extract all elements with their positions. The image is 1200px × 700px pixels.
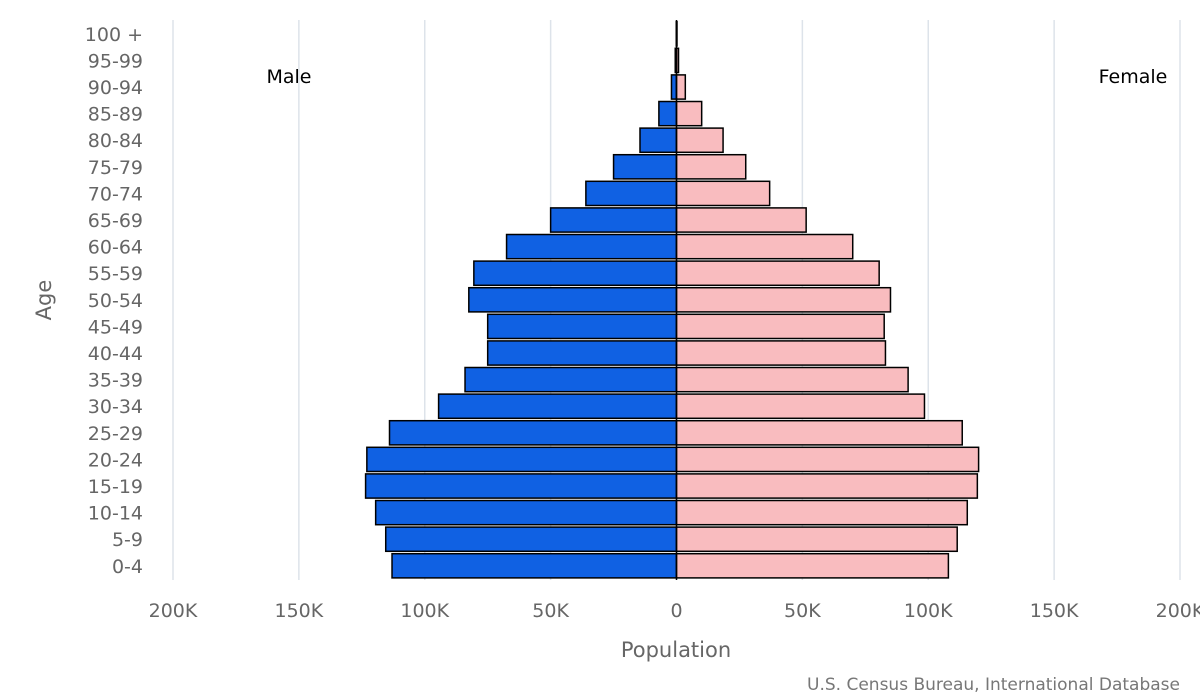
x-tick-label: 100K: [400, 600, 449, 622]
male-bar: [486, 340, 678, 366]
female-bar: [675, 180, 771, 207]
bars: [364, 20, 980, 580]
x-axis-tick-labels: 200K 150K 100K 50K 0 50K 100K 150K 200K: [149, 600, 1200, 622]
male-bar: [391, 552, 678, 579]
x-tick-label: 200K: [1156, 600, 1200, 622]
female-bar: [675, 526, 958, 553]
x-tick-label: 100K: [904, 600, 953, 622]
age-group-label: 30-34: [88, 396, 143, 418]
age-group-label: 0-4: [112, 556, 143, 578]
male-bar: [612, 153, 678, 180]
female-bar: [675, 340, 887, 366]
male-bar: [366, 446, 678, 473]
male-bar: [486, 313, 678, 340]
age-group-labels: 100 + 95-99 90-94 85-89 80-84 75-79 70-74 65-69…: [85, 24, 143, 578]
male-bar: [384, 526, 678, 553]
female-bar: [675, 446, 980, 473]
female-bar: [675, 127, 724, 154]
age-group-label: 60-64: [88, 237, 143, 259]
male-bar: [468, 286, 678, 313]
source-credit: U.S. Census Bureau, International Databa…: [807, 675, 1180, 695]
female-bar: [675, 153, 747, 180]
age-group-label: 85-89: [88, 104, 143, 126]
male-bar: [549, 207, 678, 233]
male-bar: [639, 127, 678, 154]
age-group-label: 10-14: [88, 503, 143, 525]
age-group-label: 95-99: [88, 50, 143, 72]
male-bar: [505, 233, 678, 260]
female-bar: [675, 233, 854, 260]
x-tick-label: 50K: [532, 600, 569, 622]
x-tick-label: 150K: [1030, 600, 1079, 622]
age-group-label: 45-49: [88, 316, 143, 338]
male-bar: [464, 366, 678, 393]
age-group-label: 90-94: [88, 77, 143, 99]
age-group-label: 70-74: [88, 183, 143, 205]
age-group-label: 100 +: [85, 24, 143, 46]
age-group-label: 75-79: [88, 157, 143, 179]
age-group-label: 50-54: [88, 290, 143, 312]
female-bar: [675, 313, 885, 340]
y-axis-title: Age: [32, 280, 56, 321]
female-bar: [675, 473, 979, 499]
male-bar: [670, 74, 678, 100]
female-bar: [675, 499, 969, 526]
male-bar: [388, 419, 678, 446]
female-bar: [675, 419, 963, 446]
age-group-label: 20-24: [88, 449, 143, 471]
female-side-label: Female: [1099, 66, 1168, 88]
x-tick-label: 50K: [784, 600, 821, 622]
female-bar: [675, 286, 892, 313]
x-tick-label: 0: [670, 600, 682, 622]
age-group-label: 80-84: [88, 130, 143, 152]
x-tick-label: 150K: [275, 600, 324, 622]
male-bar: [437, 393, 678, 420]
female-bar: [675, 260, 880, 287]
male-bar: [364, 473, 678, 499]
age-group-label: 40-44: [88, 343, 143, 365]
female-bar: [675, 393, 926, 420]
age-group-label: 65-69: [88, 210, 143, 232]
x-tick-label: 200K: [149, 600, 198, 622]
age-group-label: 35-39: [88, 370, 143, 392]
age-group-label: 55-59: [88, 263, 143, 285]
age-group-label: 5-9: [112, 529, 143, 551]
female-bar: [675, 100, 703, 127]
male-bar: [473, 260, 678, 287]
female-bar: [675, 552, 950, 579]
female-bar: [675, 207, 807, 233]
x-axis-title: Population: [621, 638, 731, 662]
male-bar: [374, 499, 678, 526]
age-group-label: 15-19: [88, 476, 143, 498]
female-bar: [675, 366, 909, 393]
female-bar: [675, 74, 687, 100]
male-bar: [585, 180, 678, 207]
male-bar: [658, 100, 678, 127]
age-group-label: 25-29: [88, 423, 143, 445]
male-side-label: Male: [266, 66, 311, 88]
